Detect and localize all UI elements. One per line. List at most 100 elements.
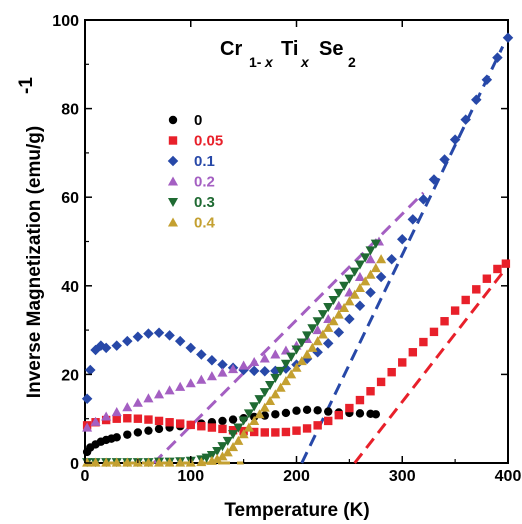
data-point [218,424,227,434]
data-point [292,426,301,435]
data-point [196,457,207,467]
x-tick-label: 100 [177,468,204,485]
legend-label: 0.05 [194,133,223,150]
legend-marker [168,136,178,145]
data-point [365,254,376,264]
data-point [111,340,122,351]
y-axis-title: Inverse Magnetization (emu/g) [24,126,45,398]
data-point [217,451,228,461]
series-0.4 [82,254,387,467]
data-point [254,409,265,419]
data-point [501,259,511,268]
data-point [143,457,154,467]
formula-el3: Se [319,38,343,60]
fit-line [300,45,505,464]
data-point [365,246,376,256]
data-point [286,369,297,379]
data-point [281,408,291,418]
data-point [375,271,387,283]
data-point [144,426,153,435]
data-point [307,324,318,334]
fit-lines [85,45,505,465]
data-point [493,264,502,274]
data-point [291,345,302,355]
data-point [222,447,233,457]
data-point [492,52,503,63]
formula-el1: Cr [220,38,242,60]
data-point [206,450,217,461]
data-point [302,405,312,415]
data-point [323,303,334,313]
data-point [280,376,291,386]
data-point [366,387,375,396]
x-tick-label: 0 [81,468,90,485]
x-tick-label: 400 [495,468,522,485]
data-point [81,393,93,405]
data-point [101,411,112,421]
data-point [206,371,217,381]
data-point [122,335,133,347]
data-point [233,435,244,445]
data-point [472,285,481,294]
data-point [153,457,165,467]
x-tick-label: 200 [283,468,310,485]
data-point [164,330,175,341]
data-point [322,338,334,349]
data-point [133,428,143,437]
data-point [312,325,323,335]
data-point [175,381,186,391]
data-point [196,349,207,360]
data-point [354,300,366,311]
data-point [228,415,238,424]
formula-subvar1: x [264,54,274,70]
data-point [376,254,387,264]
data-point [323,322,334,332]
legend-label: 0.1 [194,153,215,170]
data-point [345,403,354,413]
data-point [449,134,461,145]
data-point [164,457,175,467]
data-point [112,433,121,442]
data-point [175,457,186,467]
data-point [296,356,307,366]
data-point [249,356,260,367]
data-point [280,345,291,355]
legend-marker [167,197,179,208]
data-point [408,348,418,357]
data-point [217,367,228,377]
data-point [260,428,269,437]
data-point [144,415,153,424]
data-point [85,364,96,376]
data-point [238,360,249,370]
data-point [407,214,419,225]
data-point [259,402,270,412]
data-series [81,32,514,468]
data-point [333,288,344,298]
y-tick-label: 40 [61,279,79,296]
data-point [270,349,281,359]
data-point [249,402,260,412]
data-point [419,337,428,347]
data-point [90,416,101,426]
data-point [344,274,355,284]
data-point [154,424,164,434]
data-point [275,366,286,376]
data-point [212,447,223,457]
legend-marker [168,115,178,125]
data-point [296,338,307,348]
data-point [228,430,239,440]
data-point [312,317,323,327]
data-point [302,424,312,433]
y-tick-label: 60 [61,190,79,207]
data-point [376,377,386,387]
data-point [259,353,270,363]
data-point [344,313,355,325]
data-point [122,457,133,467]
data-point [418,194,429,205]
data-point [370,239,381,249]
data-point [398,358,407,367]
data-point [111,407,122,417]
data-point [461,295,470,305]
